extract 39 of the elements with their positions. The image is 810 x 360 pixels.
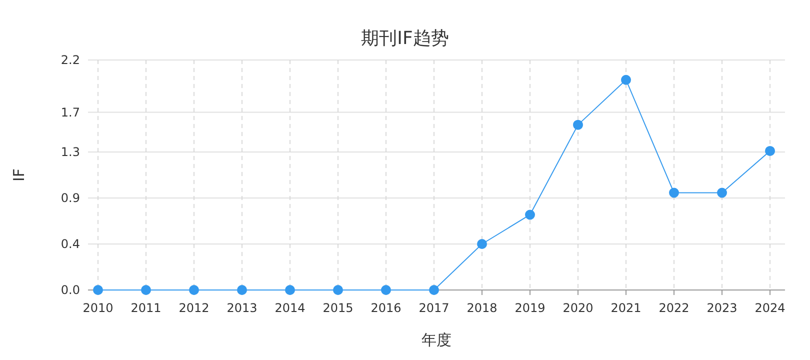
y-tick-label: 2.2 bbox=[60, 53, 80, 67]
point bbox=[477, 239, 487, 249]
x-tick-label: 2020 bbox=[562, 301, 594, 315]
x-axis-title: 年度 bbox=[422, 331, 452, 349]
point bbox=[189, 285, 199, 295]
y-tick-label: 1.7 bbox=[60, 105, 80, 120]
point bbox=[141, 285, 151, 295]
point bbox=[93, 285, 103, 295]
y-tick-label: 0.4 bbox=[60, 237, 80, 251]
x-tick-label: 2019 bbox=[514, 301, 546, 315]
y-tick-label: 0.0 bbox=[60, 283, 80, 297]
x-tick-label: 2015 bbox=[322, 301, 354, 315]
point bbox=[717, 188, 727, 198]
x-tick-label: 2011 bbox=[130, 301, 162, 315]
point bbox=[381, 285, 391, 295]
x-tick-label: 2016 bbox=[370, 301, 402, 315]
x-tick-label: 2017 bbox=[418, 301, 450, 315]
point bbox=[573, 120, 583, 130]
point bbox=[429, 285, 439, 295]
y-tick-label: 0.9 bbox=[60, 191, 80, 205]
x-tick-label: 2018 bbox=[466, 301, 498, 315]
x-tick-label: 2013 bbox=[226, 301, 258, 315]
x-tick-label: 2024 bbox=[754, 301, 786, 315]
point bbox=[285, 285, 295, 295]
point bbox=[333, 285, 343, 295]
y-tick-label: 1.3 bbox=[60, 145, 80, 159]
point bbox=[621, 74, 631, 85]
x-tick-label: 2021 bbox=[610, 301, 642, 315]
point bbox=[237, 285, 247, 295]
y-axis-title: IF bbox=[10, 168, 28, 182]
chart-title: 期刊IF趋势 bbox=[361, 28, 449, 49]
point bbox=[765, 146, 775, 156]
x-tick-label: 2023 bbox=[706, 301, 738, 315]
x-tick-label: 2010 bbox=[82, 301, 114, 315]
point bbox=[669, 188, 679, 198]
x-tick-label: 2012 bbox=[178, 301, 210, 315]
point bbox=[525, 210, 535, 220]
x-tick-label: 2022 bbox=[658, 301, 690, 315]
x-tick-label: 2014 bbox=[274, 301, 306, 315]
